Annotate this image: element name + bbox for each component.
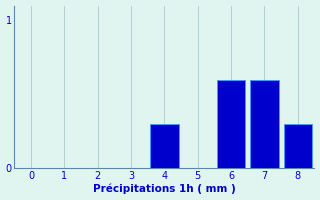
Bar [150, 124, 179, 168]
Bar [284, 124, 312, 168]
Bar [217, 80, 245, 168]
X-axis label: Précipitations 1h ( mm ): Précipitations 1h ( mm ) [93, 184, 236, 194]
Bar [250, 80, 279, 168]
